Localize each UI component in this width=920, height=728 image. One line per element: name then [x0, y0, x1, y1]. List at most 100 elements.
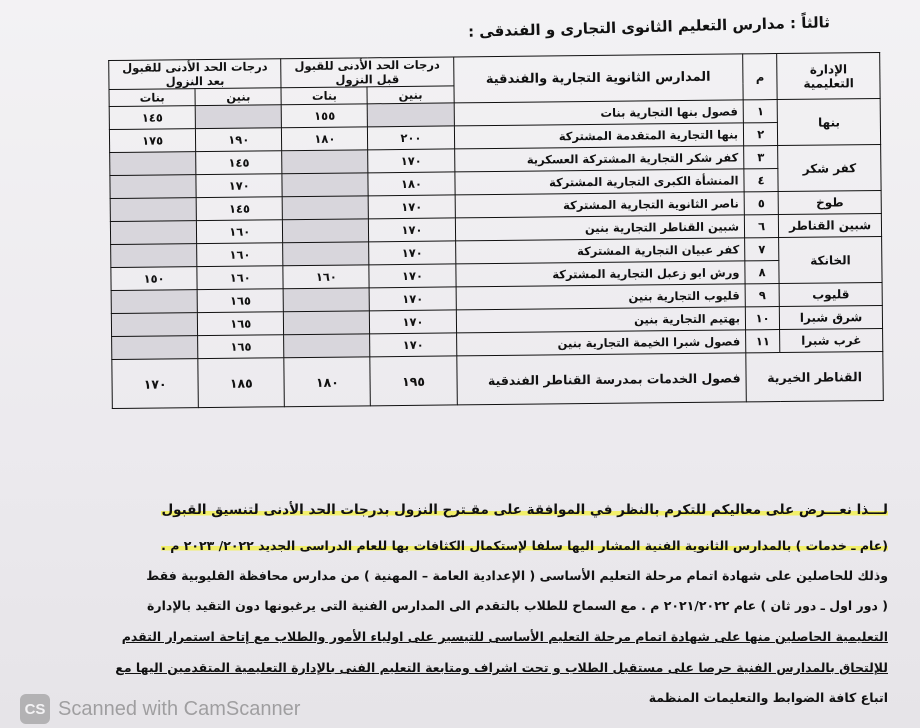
header-after-girls: بنات [109, 88, 196, 107]
school-name: ورش ابو زعبل التجارية المشتركة [455, 260, 746, 287]
row-number: ١ [743, 99, 778, 123]
row-number: ٧ [744, 237, 780, 261]
grade-cell [111, 335, 198, 360]
grade-cell: ١٩٥ [370, 355, 457, 406]
school-name: بهتيم التجارية بنين [455, 306, 746, 333]
grade-cell: ١٥٥ [281, 103, 368, 128]
header-num: م [742, 53, 778, 100]
grade-cell [110, 197, 197, 222]
row-number: ١١ [745, 329, 781, 353]
row-number: ٥ [744, 191, 779, 215]
grade-cell: ١٦٠ [196, 219, 283, 244]
grade-cell [367, 102, 454, 127]
header-row: الإدارة التعليمية م المدارس الثانوية الت… [108, 52, 881, 103]
camscanner-watermark: CS Scanned with CamScanner [20, 694, 300, 724]
admin-cell: شرق شبرا [779, 305, 883, 330]
header-before: درجات الحد الأدنى للقبول قبل النزول [280, 56, 454, 88]
grade-cell [110, 220, 197, 245]
paragraph-line: لـــذا نعـــرض على معاليكم للتكرم بالنظر… [88, 502, 888, 518]
admin-cell: غرب شبرا [779, 328, 883, 353]
paragraph-line: (عام ـ خدمات ) بالمدارس الثانوية الفنية … [88, 538, 888, 553]
admin-cell: بنها [777, 98, 881, 146]
grade-cell [195, 104, 282, 129]
admin-cell: قليوب [779, 282, 883, 307]
grade-cell [281, 149, 369, 174]
admin-cell: الخانكة [778, 236, 883, 284]
grade-cell: ١٧٠ [196, 173, 283, 198]
header-after-boys: بنين [195, 87, 282, 106]
row-number: ٦ [744, 214, 779, 238]
school-name: كفر شكر التجارية المشتركة العسكرية [454, 145, 744, 172]
paragraph-line-text: التعليمية الحاصلين منها على شهادة اتمام … [121, 629, 888, 644]
grade-cell: ١٥٠ [110, 266, 198, 291]
grade-cell: ١٨٠ [284, 356, 371, 407]
school-name: قليوب التجارية بنين [455, 283, 746, 310]
grade-cell: ١٧٠ [368, 194, 455, 219]
grade-cell: ١٤٥ [109, 105, 196, 130]
paragraph-line-text: ( دور اول ـ دور ثان ) عام ٢٠٢١/٢٠٢٢ م . … [147, 598, 888, 613]
row-number: ٣ [743, 145, 779, 169]
grade-cell: ١٦٠ [196, 242, 284, 267]
row-number: ٢ [743, 122, 778, 146]
school-name: ناصر الثانوية التجارية المشتركة [454, 191, 745, 218]
grade-cell [283, 287, 370, 312]
admin-cell: كفر شكر [777, 144, 882, 192]
paragraph-line-text: وذلك للحاصلين على شهادة اتمام مرحلة التع… [146, 568, 888, 583]
paragraph-line-text: اتباع كافة الضوابط والتعليمات المنظمة [648, 690, 888, 705]
grade-cell: ١٤٥ [196, 196, 283, 221]
grade-cell: ١٦٠ [197, 265, 284, 290]
school-name: المنشأة الكبرى التجارية المشتركة [454, 168, 745, 195]
paragraph-line: للإلتحاق بالمدارس الفنية حرصا على مستقبل… [88, 660, 888, 675]
header-admin: الإدارة التعليمية [776, 52, 881, 100]
grade-cell [283, 333, 371, 358]
grade-cell: ١٨٥ [197, 357, 285, 408]
school-name: فصول الخدمات بمدرسة القناطر الفندقية [456, 352, 747, 405]
school-name: شبين القناطر التجارية بنين [454, 214, 745, 241]
table-row-last: القناطر الخيرية فصول الخدمات بمدرسة القنا… [111, 351, 884, 409]
grade-cell [282, 172, 369, 197]
admin-cell: طوخ [778, 190, 882, 215]
paragraph-line: اتباع كافة الضوابط والتعليمات المنظمة [88, 690, 888, 705]
row-number: ٩ [745, 283, 780, 307]
admin-cell: شبين القناطر [778, 213, 882, 238]
grade-cell: ١٧٠ [369, 240, 456, 265]
grade-cell [110, 243, 198, 268]
grade-cell: ١٦٠ [283, 264, 370, 289]
grade-cell [109, 151, 197, 176]
paragraph-line-text: (عام ـ خدمات ) بالمدارس الثانوية الفنية … [161, 538, 888, 553]
paragraph-line: التعليمية الحاصلين منها على شهادة اتمام … [88, 629, 888, 644]
grade-cell: ١٦٥ [197, 334, 285, 359]
grade-cell [282, 195, 369, 220]
grade-cell: ١٤٥ [195, 150, 283, 175]
paragraph-line-text: للإلتحاق بالمدارس الفنية حرصا على مستقبل… [115, 660, 888, 675]
grade-cell: ١٩٠ [195, 127, 282, 152]
header-after: درجات الحد الأدنى للقبول بعد النزول [108, 58, 282, 90]
grade-cell [283, 310, 370, 335]
watermark-text: Scanned with CamScanner [58, 697, 301, 720]
grade-cell [111, 289, 198, 314]
grade-cell [282, 241, 370, 266]
header-before-boys: بنين [367, 85, 454, 104]
school-name: كفر عبيان التجارية المشتركة [455, 237, 745, 264]
schools-table: الإدارة التعليمية م المدارس الثانوية الت… [108, 52, 884, 409]
header-school: المدارس الثانوية التجارية والفندقية [453, 53, 744, 103]
grade-cell: ١٧٠ [369, 332, 457, 357]
grade-cell: ١٦٥ [197, 311, 284, 336]
paragraph-line: وذلك للحاصلين على شهادة اتمام مرحلة التع… [88, 568, 888, 583]
grade-cell: ١٨٠ [281, 126, 369, 151]
school-name: بنها التجارية المتقدمة المشتركة [453, 122, 744, 149]
grade-cell: ١٧٠ [111, 358, 199, 409]
header-before-girls: بنات [281, 86, 368, 105]
school-name: فصول شبرا الخيمة التجارية بنين [456, 329, 746, 356]
grade-cell: ٢٠٠ [367, 125, 455, 150]
row-number: ١٠ [745, 306, 780, 330]
paragraph-line: ( دور اول ـ دور ثان ) عام ٢٠٢١/٢٠٢٢ م . … [88, 598, 888, 613]
row-number: ٨ [744, 260, 780, 284]
paragraph-line-text: لـــذا نعـــرض على معاليكم للتكرم بالنظر… [161, 502, 888, 518]
grade-cell: ١٨٠ [368, 171, 455, 196]
grade-cell [282, 218, 370, 243]
grade-cell: ١٧٠ [369, 309, 457, 334]
row-number: ٤ [743, 168, 779, 192]
grade-cell: ١٧٥ [109, 128, 196, 153]
